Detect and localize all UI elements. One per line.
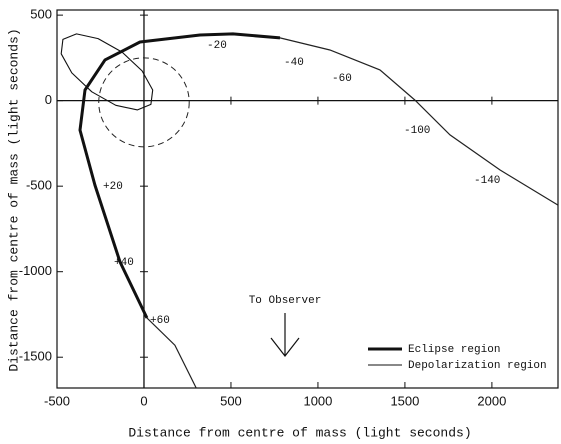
phase-label: -20 — [207, 40, 227, 52]
x-tick-label: 2000 — [477, 393, 506, 408]
eclipse-arc — [78, 32, 281, 319]
annotation: To Observer — [249, 295, 322, 307]
y-tick-label: -1000 — [19, 263, 52, 278]
dashed-circle — [98, 57, 190, 148]
phase-label: -100 — [404, 125, 430, 137]
y-tick-label: 0 — [45, 92, 52, 107]
observer-arrow — [270, 313, 300, 357]
depolarization-ellipse — [60, 33, 154, 111]
phase-label: -140 — [474, 175, 500, 187]
legend-label: Eclipse region — [408, 344, 500, 356]
y-axis-label: Distance from centre of mass (light seco… — [6, 28, 21, 371]
y-tick-label: -500 — [26, 178, 52, 193]
y-tick-label: -1500 — [19, 349, 52, 364]
phase-label: +20 — [103, 181, 123, 193]
phase-label: +60 — [150, 315, 170, 327]
phase-label: -40 — [284, 57, 304, 69]
x-tick-label: 1000 — [303, 393, 332, 408]
y-tick-label: 500 — [30, 7, 52, 22]
plot-frame — [56, 9, 559, 389]
x-tick-label: -500 — [44, 393, 70, 408]
phase-label: +40 — [114, 257, 134, 269]
x-axis-label: Distance from centre of mass (light seco… — [128, 425, 471, 440]
x-tick-label: 1500 — [390, 393, 419, 408]
phase-label: -60 — [332, 73, 352, 85]
x-tick-label: 0 — [140, 393, 147, 408]
x-tick-label: 500 — [220, 393, 242, 408]
legend-label: Depolarization region — [408, 360, 547, 372]
